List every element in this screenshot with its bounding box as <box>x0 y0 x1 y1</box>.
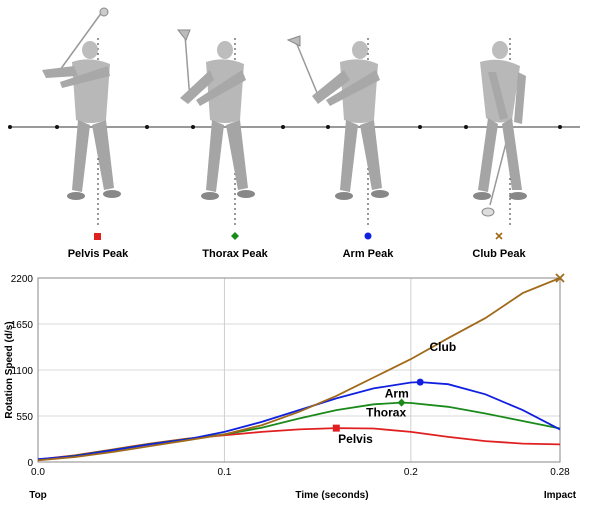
swing-sequence-figures: Pelvis Peak Thorax Peak Arm Peak Club Pe… <box>8 7 580 260</box>
figure-arm-peak <box>286 35 389 225</box>
figure-thorax-peak <box>176 29 255 225</box>
chart-series-lines <box>37 277 561 462</box>
figure-club-peak <box>473 38 527 225</box>
series-line-pelvis <box>37 427 561 461</box>
series-label-pelvis: Pelvis <box>338 432 373 446</box>
y-tick-label: 1650 <box>11 320 34 331</box>
x-axis-ticks: 0.0 0.1 0.2 0.28 <box>31 467 570 478</box>
x-tick-label: 0.2 <box>404 467 418 478</box>
figure-pelvis-peak <box>42 7 121 225</box>
arm-peak-marker <box>364 232 372 240</box>
pelvis-peak-marker <box>94 233 101 240</box>
x-tick-label: 0.28 <box>550 467 570 478</box>
panel-label-club-peak: Club Peak <box>472 248 526 260</box>
x-end-label: Impact <box>544 490 577 501</box>
reference-axis-dots <box>8 125 562 129</box>
rotation-speed-chart: 0 550 1100 1650 2200 0.0 0.1 0.2 0.28 Club Arm Th… <box>4 273 577 501</box>
series-line-arm <box>37 381 561 460</box>
chart-peak-markers <box>332 273 565 432</box>
series-label-thorax: Thorax <box>366 405 406 419</box>
series-line-club <box>37 277 561 462</box>
y-tick-label: 1100 <box>11 366 33 377</box>
peak-marker-thorax <box>397 398 406 407</box>
panel-label-pelvis-peak: Pelvis Peak <box>68 248 129 260</box>
series-label-club: Club <box>430 340 457 354</box>
x-tick-label: 0.0 <box>31 467 45 478</box>
plot-area-frame <box>37 277 561 463</box>
y-tick-label: 550 <box>16 412 33 423</box>
series-labels: Club Arm Thorax Pelvis <box>338 340 456 446</box>
series-label-arm: Arm <box>385 387 409 401</box>
y-tick-label: 0 <box>27 458 33 469</box>
y-tick-label: 2200 <box>11 274 34 285</box>
panel-label-arm-peak: Arm Peak <box>343 248 395 260</box>
peak-marker-pelvis <box>332 424 340 432</box>
x-tick-label: 0.1 <box>217 467 231 478</box>
thorax-peak-marker <box>231 232 239 240</box>
y-axis-label: Rotation Speed (d/s) <box>4 321 15 418</box>
chart-grid <box>38 278 560 462</box>
peak-marker-club <box>555 273 565 283</box>
club-peak-marker <box>495 232 503 240</box>
panel-label-thorax-peak: Thorax Peak <box>202 248 268 260</box>
x-start-label: Top <box>29 490 47 501</box>
y-axis-ticks: 0 550 1100 1650 2200 <box>11 274 34 469</box>
x-axis-label: Time (seconds) <box>295 490 368 501</box>
peak-marker-arm <box>416 378 424 386</box>
